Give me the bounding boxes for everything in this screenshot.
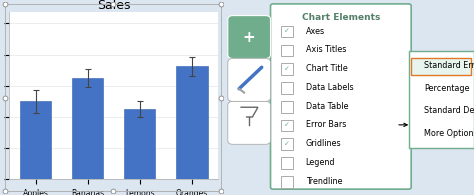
Text: Error Bars: Error Bars bbox=[306, 120, 346, 129]
Text: Axes: Axes bbox=[306, 27, 325, 35]
Bar bbox=[409, 51, 474, 148]
FancyBboxPatch shape bbox=[228, 58, 271, 101]
Bar bbox=[281, 176, 292, 188]
Bar bbox=[281, 120, 292, 131]
Bar bbox=[124, 109, 155, 179]
Title: Sales: Sales bbox=[97, 0, 130, 12]
Text: Trendline: Trendline bbox=[306, 177, 342, 186]
Bar bbox=[281, 138, 292, 150]
Text: ✓: ✓ bbox=[284, 122, 290, 128]
Bar bbox=[411, 58, 472, 75]
Text: ✓: ✓ bbox=[284, 28, 290, 34]
Text: Chart Elements: Chart Elements bbox=[301, 13, 380, 22]
FancyBboxPatch shape bbox=[228, 16, 271, 58]
Bar bbox=[281, 26, 292, 37]
Bar bbox=[281, 157, 292, 169]
Bar bbox=[281, 44, 292, 56]
Text: Standard Deviation: Standard Deviation bbox=[424, 106, 474, 115]
Bar bbox=[176, 66, 208, 179]
FancyBboxPatch shape bbox=[271, 4, 411, 189]
FancyBboxPatch shape bbox=[228, 101, 271, 144]
Text: ✓: ✓ bbox=[284, 141, 290, 147]
Text: Legend: Legend bbox=[306, 158, 335, 167]
Text: Chart Title: Chart Title bbox=[306, 64, 347, 73]
Text: Percentage: Percentage bbox=[424, 84, 469, 93]
Bar bbox=[281, 101, 292, 113]
Text: Standard Error: Standard Error bbox=[424, 61, 474, 70]
Bar bbox=[281, 63, 292, 75]
Text: Gridlines: Gridlines bbox=[306, 139, 341, 148]
Text: +: + bbox=[243, 30, 255, 44]
Bar bbox=[20, 101, 51, 179]
Bar bbox=[72, 78, 103, 179]
Text: ✓: ✓ bbox=[284, 66, 290, 72]
Text: Data Table: Data Table bbox=[306, 102, 348, 111]
Bar bbox=[281, 82, 292, 94]
Text: Data Labels: Data Labels bbox=[306, 83, 353, 92]
Text: More Options...: More Options... bbox=[424, 129, 474, 138]
Text: Axis Titles: Axis Titles bbox=[306, 45, 346, 54]
